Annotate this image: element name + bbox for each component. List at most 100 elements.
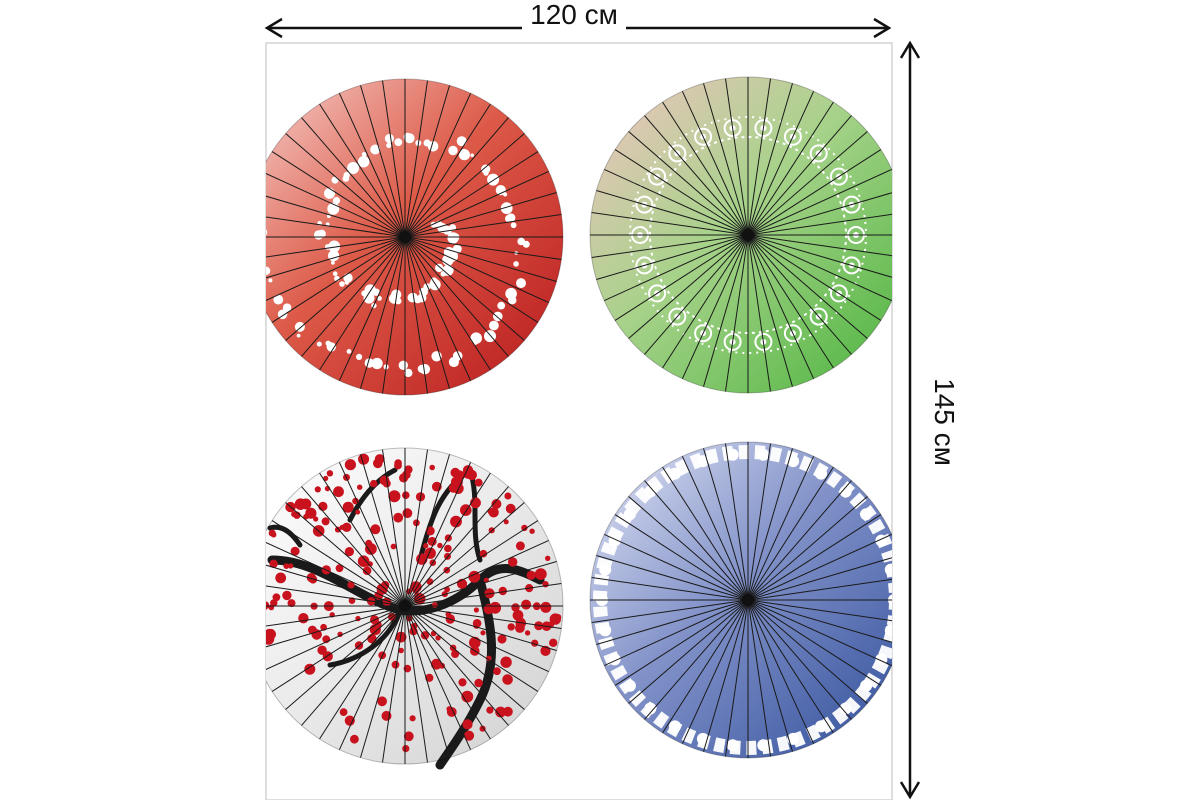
umbrellas-group <box>266 76 892 770</box>
rib <box>266 195 406 238</box>
flower <box>842 256 861 275</box>
rib <box>271 520 406 607</box>
blossom <box>503 519 509 525</box>
rib <box>404 85 450 238</box>
blossom <box>502 674 513 685</box>
flower <box>648 167 667 186</box>
rib <box>404 605 562 629</box>
blossom <box>344 547 354 557</box>
blossom <box>549 613 561 625</box>
dot <box>489 320 499 331</box>
dot <box>328 240 341 253</box>
rib <box>644 115 749 236</box>
blossom <box>311 629 322 640</box>
rib <box>747 533 892 601</box>
border-flower <box>884 563 892 576</box>
blossom <box>507 623 515 631</box>
blossom <box>317 645 327 655</box>
blossom <box>463 730 475 741</box>
border-flower <box>726 739 739 752</box>
dot <box>325 340 331 346</box>
rib <box>266 236 406 302</box>
height-arrow-bottom-head <box>899 781 921 800</box>
sakura-umbrella-ribs <box>266 448 563 764</box>
red-umbrella-hub <box>399 231 411 243</box>
blossom <box>427 536 437 546</box>
dot <box>417 293 427 303</box>
red-umbrella-rim <box>266 78 564 396</box>
border-flower <box>644 702 657 715</box>
blossom <box>307 509 313 515</box>
rib <box>747 599 892 643</box>
rib <box>725 234 749 392</box>
green-umbrella-ribs <box>590 77 892 393</box>
dot <box>370 144 381 155</box>
rib <box>404 236 428 394</box>
dot <box>282 303 292 313</box>
blossom <box>489 601 502 614</box>
border-flower <box>839 485 852 498</box>
blossom <box>460 504 472 516</box>
width-label-bg <box>522 2 626 36</box>
blossom <box>333 486 344 498</box>
rib <box>404 170 549 238</box>
rib <box>644 234 749 355</box>
dot <box>404 368 413 378</box>
rib <box>596 190 749 236</box>
blossom <box>462 467 474 479</box>
green-umbrella <box>589 76 892 394</box>
width-label: 120 см <box>530 0 618 30</box>
rib <box>360 85 406 238</box>
dot <box>449 224 457 231</box>
rib <box>747 234 892 257</box>
blossom <box>268 604 275 611</box>
blossom <box>480 630 486 636</box>
red-umbrella-ribs <box>266 79 563 395</box>
blossom <box>304 663 316 675</box>
height-label: 145 см <box>929 378 960 466</box>
rib <box>404 583 562 607</box>
border-flower <box>623 508 636 521</box>
blossom <box>425 673 434 682</box>
width-arrow-left-head <box>264 17 283 39</box>
flower <box>723 332 742 351</box>
dot <box>266 229 268 236</box>
rib <box>266 564 406 607</box>
blossom <box>473 607 479 613</box>
blue-umbrella <box>589 441 892 759</box>
rib <box>644 599 749 720</box>
rib <box>404 93 472 238</box>
dot <box>394 138 403 147</box>
rib <box>747 599 793 752</box>
rib <box>271 236 406 323</box>
rib <box>747 234 771 392</box>
blossom <box>287 563 294 569</box>
flower <box>635 195 654 214</box>
rib <box>747 234 868 339</box>
rib <box>404 502 525 607</box>
rib <box>703 599 749 752</box>
dot <box>313 230 324 240</box>
rib <box>404 236 557 282</box>
blossom <box>529 528 535 534</box>
rib <box>266 605 406 648</box>
dot <box>403 132 412 141</box>
border-flower <box>599 563 612 576</box>
blossom <box>435 635 441 641</box>
blossom <box>463 692 473 702</box>
branch <box>267 524 303 548</box>
blossom <box>313 516 319 522</box>
rib <box>604 234 749 302</box>
blossom <box>344 459 356 471</box>
rib <box>382 605 406 763</box>
blossom <box>493 667 501 676</box>
border-flower <box>757 448 770 461</box>
rib <box>404 133 525 238</box>
blossom <box>291 511 298 518</box>
dot <box>324 187 335 199</box>
blossom <box>430 630 437 637</box>
rib <box>404 236 509 357</box>
rib <box>404 236 525 341</box>
blossom <box>491 499 502 509</box>
